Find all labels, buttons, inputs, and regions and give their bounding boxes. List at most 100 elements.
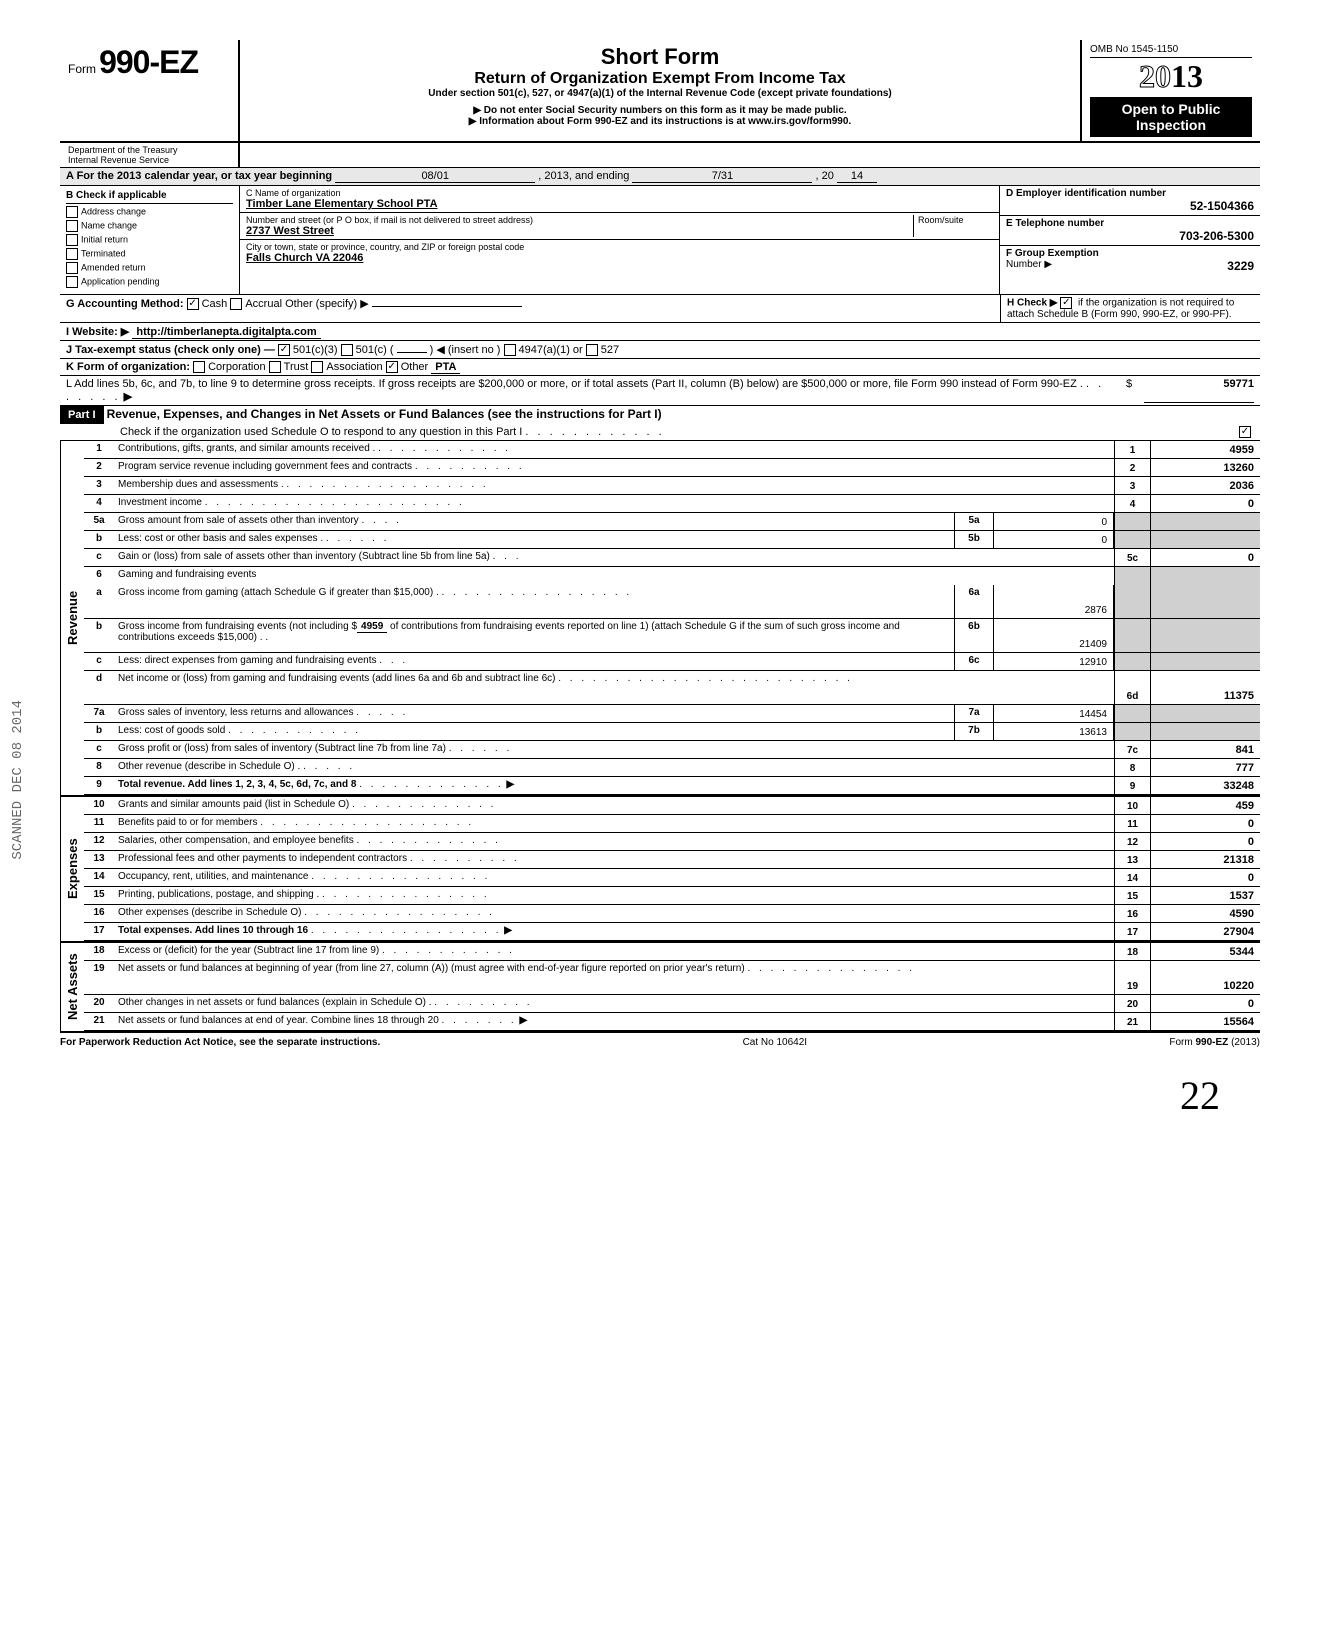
right-line-value: 1537: [1150, 887, 1260, 904]
inner-line-value: 0: [994, 531, 1114, 548]
line-number: 21: [84, 1013, 114, 1030]
dept-box: Department of the Treasury Internal Reve…: [60, 143, 240, 167]
line-number: b: [84, 531, 114, 548]
applicable-checkbox[interactable]: [66, 262, 78, 274]
data-row: cGross profit or (loss) from sales of in…: [84, 741, 1260, 759]
assoc-checkbox[interactable]: [311, 361, 323, 373]
data-row: 12Salaries, other compensation, and empl…: [84, 833, 1260, 851]
data-row: 18Excess or (deficit) for the year (Subt…: [84, 943, 1260, 961]
check-line: Amended return: [66, 262, 233, 274]
cash-checkbox[interactable]: [187, 298, 199, 310]
schedule-o-checkbox[interactable]: [1239, 426, 1251, 438]
tax-year-end[interactable]: [632, 170, 812, 183]
applicable-checkbox[interactable]: [66, 234, 78, 246]
tax-year: 2013: [1090, 58, 1252, 95]
line-desc: Less: cost or other basis and sales expe…: [114, 531, 954, 548]
line-number: 3: [84, 477, 114, 494]
inner-line-number: 7a: [954, 705, 994, 722]
data-row: bLess: cost or other basis and sales exp…: [84, 531, 1260, 549]
tax-year-begin[interactable]: [335, 170, 535, 183]
inner-line-number: 7b: [954, 723, 994, 740]
line-number: c: [84, 741, 114, 758]
501c-checkbox[interactable]: [341, 344, 353, 356]
check-line: Terminated: [66, 248, 233, 260]
line-desc: Net income or (loss) from gaming and fun…: [114, 671, 1114, 704]
right-line-number: 16: [1114, 905, 1150, 922]
data-row: bLess: cost of goods sold . . . . . . . …: [84, 723, 1260, 741]
check-line: Name change: [66, 220, 233, 232]
line-number: 11: [84, 815, 114, 832]
line-number: 20: [84, 995, 114, 1012]
tax-year-end-yr[interactable]: [837, 170, 877, 183]
data-row: 9Total revenue. Add lines 1, 2, 3, 4, 5c…: [84, 777, 1260, 795]
line-desc: Gross amount from sale of assets other t…: [114, 513, 954, 530]
527-checkbox[interactable]: [586, 344, 598, 356]
form-number: 990-EZ: [99, 44, 198, 80]
applicable-checkbox[interactable]: [66, 220, 78, 232]
other-checkbox[interactable]: [386, 361, 398, 373]
line-number: c: [84, 653, 114, 670]
inner-line-number: 6c: [954, 653, 994, 670]
data-row: 7aGross sales of inventory, less returns…: [84, 705, 1260, 723]
org-name: Timber Lane Elementary School PTA: [246, 198, 438, 210]
trust-checkbox[interactable]: [269, 361, 281, 373]
schedule-b-checkbox[interactable]: [1060, 297, 1072, 309]
right-line-number: 5c: [1114, 549, 1150, 566]
right-line-number: 6d: [1114, 671, 1150, 704]
inner-line-number: 6a: [954, 585, 994, 618]
applicable-checkbox[interactable]: [66, 206, 78, 218]
4947-checkbox[interactable]: [504, 344, 516, 356]
line-number: 7a: [84, 705, 114, 722]
right-line-value: 0: [1150, 495, 1260, 512]
form-title: Short Form: [248, 44, 1072, 70]
right-line-number: 7c: [1114, 741, 1150, 758]
data-row: cGain or (loss) from sale of assets othe…: [84, 549, 1260, 567]
right-line-value: 21318: [1150, 851, 1260, 868]
line-number: 18: [84, 943, 114, 960]
form-label: Form: [68, 62, 96, 76]
line-desc: Grants and similar amounts paid (list in…: [114, 797, 1114, 814]
applicable-checkbox[interactable]: [66, 276, 78, 288]
right-line-number: 19: [1114, 961, 1150, 994]
phone: 703-206-5300: [1006, 229, 1254, 243]
corp-checkbox[interactable]: [193, 361, 205, 373]
inner-line-value: 12910: [994, 653, 1114, 670]
line-desc: Program service revenue including govern…: [114, 459, 1114, 476]
inner-line-number: 5b: [954, 531, 994, 548]
line-desc: Gross income from fundraising events (no…: [114, 619, 954, 652]
website: http://timberlanepta.digitalpta.com: [132, 326, 320, 339]
line-desc: Contributions, gifts, grants, and simila…: [114, 441, 1114, 458]
right-line-number: 12: [1114, 833, 1150, 850]
right-line-value: 11375: [1150, 671, 1260, 704]
data-row: 13Professional fees and other payments t…: [84, 851, 1260, 869]
line-number: 5a: [84, 513, 114, 530]
right-line-value: 15564: [1150, 1013, 1260, 1030]
ein: 52-1504366: [1006, 199, 1254, 213]
part1-label: Part I: [60, 406, 104, 424]
applicable-checkbox[interactable]: [66, 248, 78, 260]
revenue-section: Revenue 1Contributions, gifts, grants, a…: [60, 441, 1260, 797]
line-number: 13: [84, 851, 114, 868]
check-line: Initial return: [66, 234, 233, 246]
col-c: C Name of organization Timber Lane Eleme…: [240, 186, 1000, 294]
right-line-number: 20: [1114, 995, 1150, 1012]
check-line: Address change: [66, 206, 233, 218]
data-row: 14Occupancy, rent, utilities, and mainte…: [84, 869, 1260, 887]
inner-line-value: 14454: [994, 705, 1114, 722]
right-line-value: 777: [1150, 759, 1260, 776]
501c3-checkbox[interactable]: [278, 344, 290, 356]
right-line-number: 13: [1114, 851, 1150, 868]
right-line-value: 4959: [1150, 441, 1260, 458]
accrual-checkbox[interactable]: [230, 298, 242, 310]
right-line-number: 3: [1114, 477, 1150, 494]
line-desc: Professional fees and other payments to …: [114, 851, 1114, 868]
inner-line-value: 21409: [994, 619, 1114, 652]
line-desc: Gross income from gaming (attach Schedul…: [114, 585, 954, 618]
main-info: B Check if applicable Address changeName…: [60, 186, 1260, 295]
line-desc: Benefits paid to or for members . . . . …: [114, 815, 1114, 832]
right-line-value: 0: [1150, 815, 1260, 832]
right-line-number: 1: [1114, 441, 1150, 458]
right-line-number: 21: [1114, 1013, 1150, 1030]
data-row: 10Grants and similar amounts paid (list …: [84, 797, 1260, 815]
scanned-stamp: SCANNED DEC 08 2014: [10, 700, 26, 860]
